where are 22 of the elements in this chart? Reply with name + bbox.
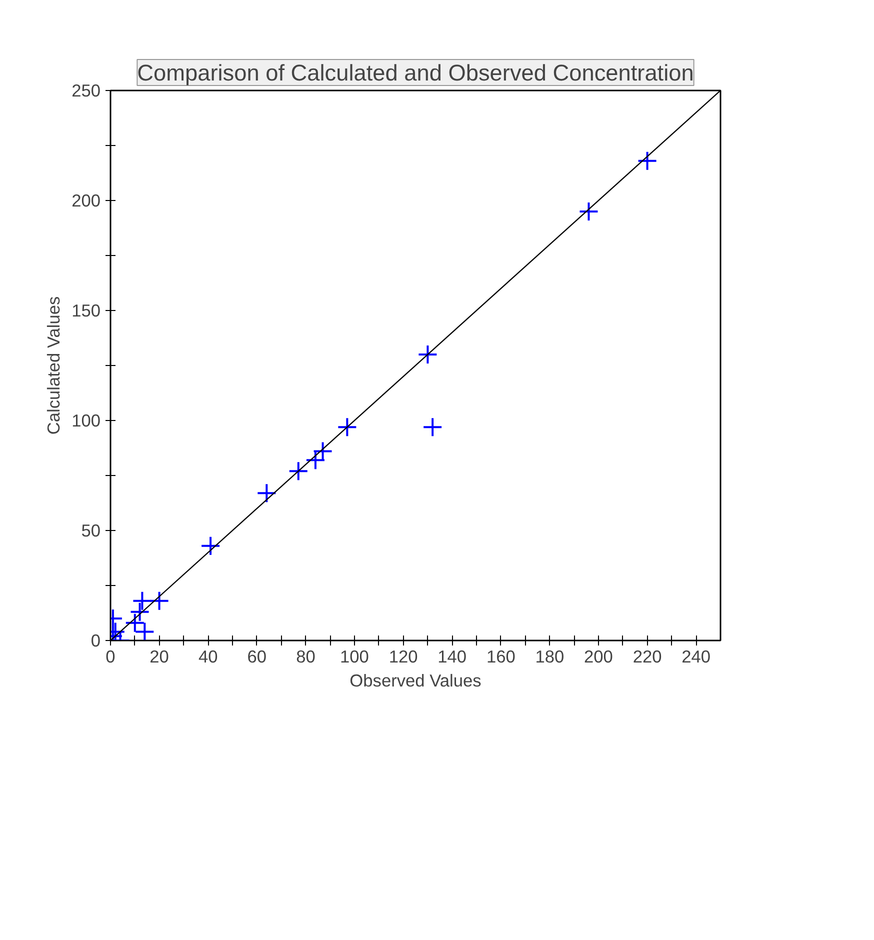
x-tick-label: 120 — [388, 646, 418, 666]
x-tick-label: 200 — [584, 646, 613, 666]
x-tick-label: 240 — [682, 646, 711, 666]
x-tick-label: 80 — [296, 646, 316, 666]
x-tick-label: 40 — [198, 646, 218, 666]
x-tick-label: 100 — [340, 646, 369, 666]
y-tick-label: 200 — [72, 190, 101, 210]
y-tick-label: 100 — [72, 410, 101, 430]
chart-title: Comparison of Calculated and Observed Concentration — [137, 60, 694, 86]
x-tick-label: 220 — [632, 646, 662, 666]
x-axis-title: Observed Values — [350, 670, 482, 690]
x-tick-label: 180 — [535, 646, 564, 666]
x-tick-label: 20 — [150, 646, 169, 666]
y-axis-title: Calculated Values — [44, 296, 64, 435]
x-tick-label: 0 — [106, 646, 116, 666]
y-tick-label: 250 — [72, 80, 101, 100]
x-tick-label: 60 — [247, 646, 267, 666]
y-tick-label: 0 — [90, 630, 101, 650]
y-tick-label: 150 — [72, 300, 101, 320]
x-tick-label: 140 — [438, 646, 467, 666]
y-tick-label: 50 — [81, 520, 101, 540]
x-tick-label: 160 — [486, 646, 516, 666]
